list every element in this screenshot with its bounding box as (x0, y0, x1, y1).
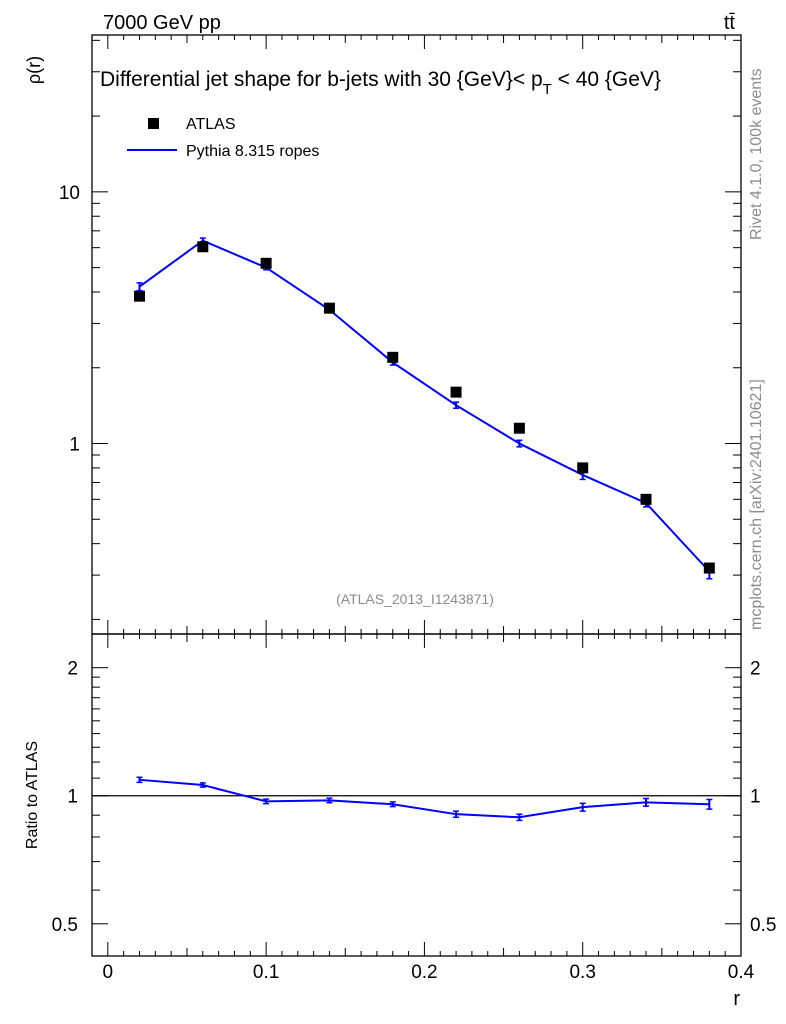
ratio-y-tick-label: 2 (67, 659, 78, 680)
atlas-data-point (513, 422, 525, 434)
ratio-y-tick-label: 1 (67, 787, 78, 808)
ratio-y-ticks: 0.5 0.5 1 1 2 2 (52, 659, 777, 936)
atlas-data-point (323, 302, 335, 314)
atlas-data-point (450, 386, 462, 398)
legend-marker-atlas (148, 118, 159, 129)
atlas-data-point (387, 351, 399, 363)
x-tick-label: 0.2 (411, 962, 437, 983)
plot-title: Differential jet shape for b-jets with 3… (100, 68, 661, 98)
atlas-data-point (577, 462, 589, 474)
analysis-tag: (ATLAS_2013_I1243871) (336, 591, 494, 607)
x-tick-label: 0.3 (569, 962, 595, 983)
y-tick-label: 1 (69, 435, 80, 456)
main-marks (133, 237, 715, 580)
ratio-y-tick-label: 0.5 (52, 915, 78, 936)
x-axis-label: r (733, 988, 740, 1010)
rivet-version-label: Rivet 4.1.0, 100k events (748, 68, 765, 240)
atlas-data-point (133, 290, 145, 302)
ratio-marks (92, 776, 741, 822)
ratio-frame (91, 633, 742, 957)
ratio-y-axis-label: Ratio to ATLAS (24, 741, 41, 849)
pythia-series-line (138, 239, 711, 573)
ratio-x-ticks (91, 634, 742, 956)
legend-label-atlas: ATLAS (186, 116, 236, 133)
y-tick-label: 10 (59, 183, 80, 204)
ratio-y-tick-label-right: 0.5 (750, 915, 776, 936)
atlas-data-point (260, 257, 272, 269)
main-x-ticks (91, 35, 742, 634)
ratio-y-tick-label-right: 1 (750, 787, 761, 808)
mcplots-label: mcplots.cern.ch [arXiv:2401.10621] (748, 379, 765, 630)
ratio-panel: 0.5 0.5 1 1 2 2 Ratio to ATLAS (24, 633, 777, 957)
energy-label: 7000 GeV pp (103, 12, 221, 34)
atlas-data-point (703, 562, 715, 574)
legend-label-pythia: Pythia 8.315 ropes (186, 143, 319, 160)
x-tick-label: 0.1 (253, 962, 279, 983)
main-y-ticks: 1 10 (59, 39, 741, 620)
atlas-data-point (640, 493, 652, 505)
main-y-axis-label: ρ(r) (24, 56, 44, 84)
ratio-series-line (139, 778, 710, 819)
atlas-data-point (197, 241, 209, 253)
x-tick-label: 0 (103, 962, 114, 983)
x-tick-labels: 0 0.1 0.2 0.3 0.4 (103, 962, 755, 983)
x-tick-label: 0.4 (728, 962, 755, 983)
ratio-y-tick-label-right: 2 (750, 659, 761, 680)
process-label: tt̄ (724, 12, 736, 34)
main-panel: 1 10 ρ(r) Differential jet shape for b-je… (24, 34, 742, 635)
legend: ATLAS Pythia 8.315 ropes (127, 116, 319, 160)
